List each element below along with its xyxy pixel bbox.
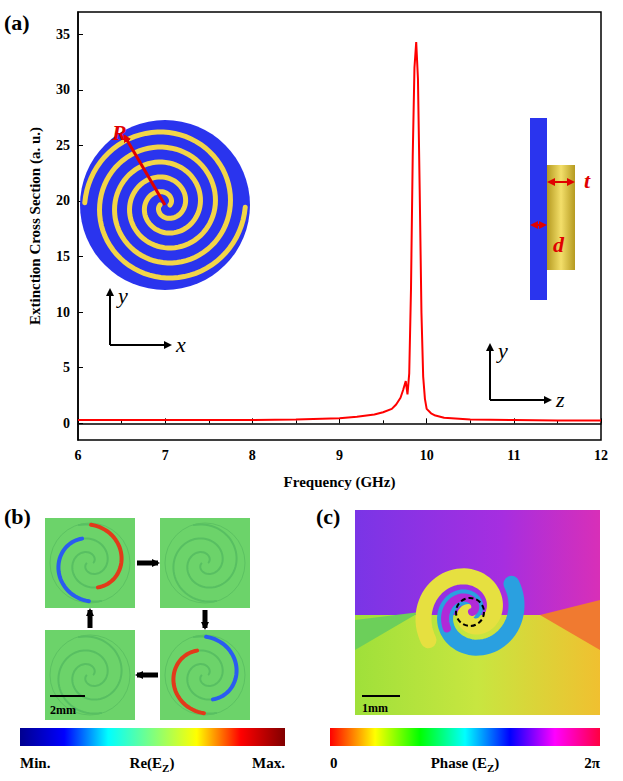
svg-text:5: 5	[63, 360, 70, 375]
svg-text:x: x	[175, 332, 186, 357]
svg-text:Re(EZ): Re(EZ)	[130, 755, 175, 774]
svg-text:9: 9	[336, 448, 343, 463]
svg-text:12: 12	[594, 448, 608, 463]
svg-text:25: 25	[56, 138, 70, 153]
svg-text:6: 6	[75, 448, 82, 463]
svg-text:R: R	[111, 120, 127, 145]
svg-text:t: t	[584, 168, 591, 193]
svg-text:10: 10	[56, 305, 70, 320]
svg-text:0: 0	[63, 416, 70, 431]
svg-text:8: 8	[249, 448, 256, 463]
svg-text:Phase (EZ): Phase (EZ)	[431, 755, 500, 774]
svg-text:z: z	[555, 387, 565, 412]
svg-text:2mm: 2mm	[50, 703, 76, 717]
svg-text:d: d	[553, 232, 565, 257]
svg-text:Frequency (GHz): Frequency (GHz)	[284, 474, 396, 491]
svg-text:y: y	[116, 283, 128, 308]
svg-text:(c): (c)	[316, 504, 340, 529]
svg-text:30: 30	[56, 82, 70, 97]
svg-text:(a): (a)	[4, 10, 30, 35]
svg-text:Extinction Cross Section (a. u: Extinction Cross Section (a. u.)	[27, 127, 44, 325]
svg-text:2π: 2π	[584, 755, 601, 771]
svg-text:(b): (b)	[4, 504, 31, 529]
svg-text:15: 15	[56, 249, 70, 264]
svg-text:0: 0	[330, 755, 338, 771]
svg-text:1mm: 1mm	[362, 701, 388, 715]
svg-text:20: 20	[56, 193, 70, 208]
svg-text:10: 10	[420, 448, 434, 463]
svg-text:35: 35	[56, 27, 70, 42]
svg-text:y: y	[496, 338, 508, 363]
svg-text:Max.: Max.	[252, 755, 285, 771]
svg-text:Min.: Min.	[20, 755, 51, 771]
svg-text:11: 11	[507, 448, 520, 463]
svg-text:7: 7	[162, 448, 169, 463]
